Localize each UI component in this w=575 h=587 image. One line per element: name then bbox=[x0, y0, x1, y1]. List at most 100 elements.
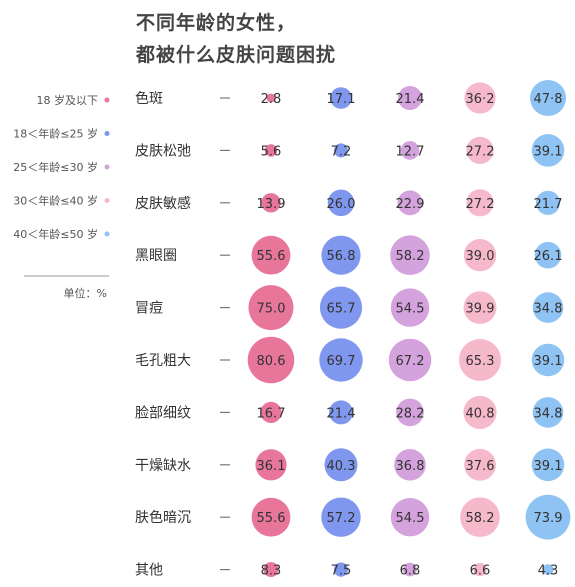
legend-marker bbox=[104, 131, 110, 136]
bubble-value-label: 39.0 bbox=[466, 249, 495, 264]
bubble bbox=[321, 235, 361, 275]
legend-label: 25＜年龄≤30 岁 bbox=[13, 160, 98, 174]
bubble bbox=[542, 564, 554, 575]
bubble bbox=[260, 401, 282, 423]
row-label: 冒痘 bbox=[135, 301, 163, 317]
bubble-value-label: 75.0 bbox=[257, 302, 286, 317]
bubble-value-label: 8.3 bbox=[261, 564, 282, 579]
row-label: 脸部细纹 bbox=[135, 405, 191, 421]
legend-label: 30＜年龄≤40 岁 bbox=[13, 194, 98, 208]
bubble-value-label: 13.9 bbox=[257, 197, 286, 212]
bubble bbox=[329, 400, 353, 425]
bubble-value-label: 57.2 bbox=[327, 511, 356, 526]
bubble-value-label: 27.2 bbox=[466, 144, 495, 159]
bubble bbox=[531, 134, 565, 167]
chart-title-line-1: 不同年龄的女性， bbox=[136, 12, 297, 34]
bubble bbox=[532, 397, 564, 428]
bubble bbox=[390, 498, 430, 537]
bubble bbox=[266, 93, 276, 103]
bubble bbox=[394, 449, 426, 481]
bubble-value-label: 65.3 bbox=[466, 354, 495, 369]
legend-marker bbox=[104, 231, 110, 237]
bubble-value-label: 80.6 bbox=[257, 354, 286, 369]
unit-label: 单位：% bbox=[64, 286, 107, 300]
bubble-value-label: 54.5 bbox=[396, 302, 425, 317]
bubble bbox=[464, 448, 496, 481]
bubble-value-label: 40.8 bbox=[466, 406, 495, 421]
bubble bbox=[264, 144, 278, 157]
bubble bbox=[459, 339, 501, 381]
bubble bbox=[463, 395, 497, 429]
bubble-value-label: 6.6 bbox=[470, 564, 491, 579]
bubble-value-label: 26.0 bbox=[327, 197, 356, 212]
bubble bbox=[397, 190, 423, 216]
bubble-value-label: 67.2 bbox=[396, 354, 425, 369]
bubble bbox=[321, 497, 361, 537]
bubble-value-label: 34.8 bbox=[534, 406, 563, 421]
bubble-value-label: 58.2 bbox=[396, 249, 425, 264]
bubble bbox=[530, 80, 566, 116]
bubble bbox=[247, 336, 295, 384]
bubble bbox=[263, 562, 279, 578]
bubble-value-label: 56.8 bbox=[327, 249, 356, 264]
bubble-value-label: 26.1 bbox=[534, 249, 563, 264]
bubble-value-label: 55.6 bbox=[257, 511, 286, 526]
bubble bbox=[531, 343, 565, 377]
bubble bbox=[463, 239, 497, 272]
bubble-value-label: 6.8 bbox=[400, 564, 421, 579]
bubble bbox=[255, 449, 287, 481]
bubble-value-label: 40.3 bbox=[327, 459, 356, 474]
legend-label: 18 岁及以下 bbox=[37, 93, 99, 107]
bubble-value-label: 65.7 bbox=[327, 302, 356, 317]
bubble bbox=[400, 141, 420, 160]
bubble bbox=[466, 189, 494, 217]
bubble-value-label: 17.1 bbox=[327, 92, 356, 107]
bubble bbox=[251, 497, 291, 537]
legend-marker bbox=[104, 198, 110, 203]
bubble-value-label: 58.2 bbox=[466, 511, 495, 526]
bubble-value-label: 21.4 bbox=[396, 92, 425, 107]
row-label: 色斑 bbox=[135, 90, 163, 107]
row-label: 其他 bbox=[135, 563, 163, 579]
bubble-value-label: 7.5 bbox=[331, 564, 352, 579]
bubble-value-label: 36·2 bbox=[466, 92, 495, 107]
bubble bbox=[333, 562, 349, 577]
bubble-value-label: 27.2 bbox=[466, 197, 495, 212]
chart-title-line-2: 都被什么皮肤问题困扰 bbox=[136, 44, 337, 66]
bubble bbox=[531, 448, 565, 482]
row-label: 干燥缺水 bbox=[135, 458, 191, 474]
bubble bbox=[460, 497, 500, 537]
bubble-value-label: 34.8 bbox=[534, 302, 563, 317]
bubble bbox=[388, 338, 432, 382]
bubble-value-label: 22.9 bbox=[396, 197, 425, 212]
bubble bbox=[324, 448, 358, 482]
legend-marker bbox=[104, 97, 110, 103]
bubble bbox=[532, 292, 564, 323]
bubble bbox=[248, 285, 294, 331]
bubble bbox=[319, 286, 363, 329]
bubble bbox=[251, 235, 291, 275]
bubble-value-label: 73.9 bbox=[534, 511, 563, 526]
bubble-value-label: 28.2 bbox=[396, 406, 425, 421]
bubble bbox=[330, 87, 352, 109]
bubble bbox=[319, 338, 363, 382]
bubble-value-label: 55.6 bbox=[257, 249, 286, 264]
bubble-value-label: 39.9 bbox=[466, 302, 495, 317]
bubble bbox=[525, 494, 571, 540]
bubble-value-label: 39.1 bbox=[534, 459, 563, 474]
bubble-value-label: 36.1 bbox=[257, 459, 286, 474]
row-label: 皮肤松弛 bbox=[135, 143, 191, 159]
bubble bbox=[390, 288, 430, 327]
bubble-value-label: 47·8 bbox=[534, 92, 563, 107]
bubble-value-label: 12.7 bbox=[396, 144, 425, 159]
bubble bbox=[535, 190, 561, 215]
bubble bbox=[390, 235, 430, 275]
bubble bbox=[463, 291, 497, 324]
bubble bbox=[466, 136, 494, 164]
bubble bbox=[534, 241, 562, 269]
bubble-value-label: 54.5 bbox=[396, 511, 425, 526]
row-label: 毛孔粗大 bbox=[135, 353, 191, 369]
row-label: 皮肤敏感 bbox=[135, 195, 191, 212]
bubble bbox=[396, 398, 424, 427]
